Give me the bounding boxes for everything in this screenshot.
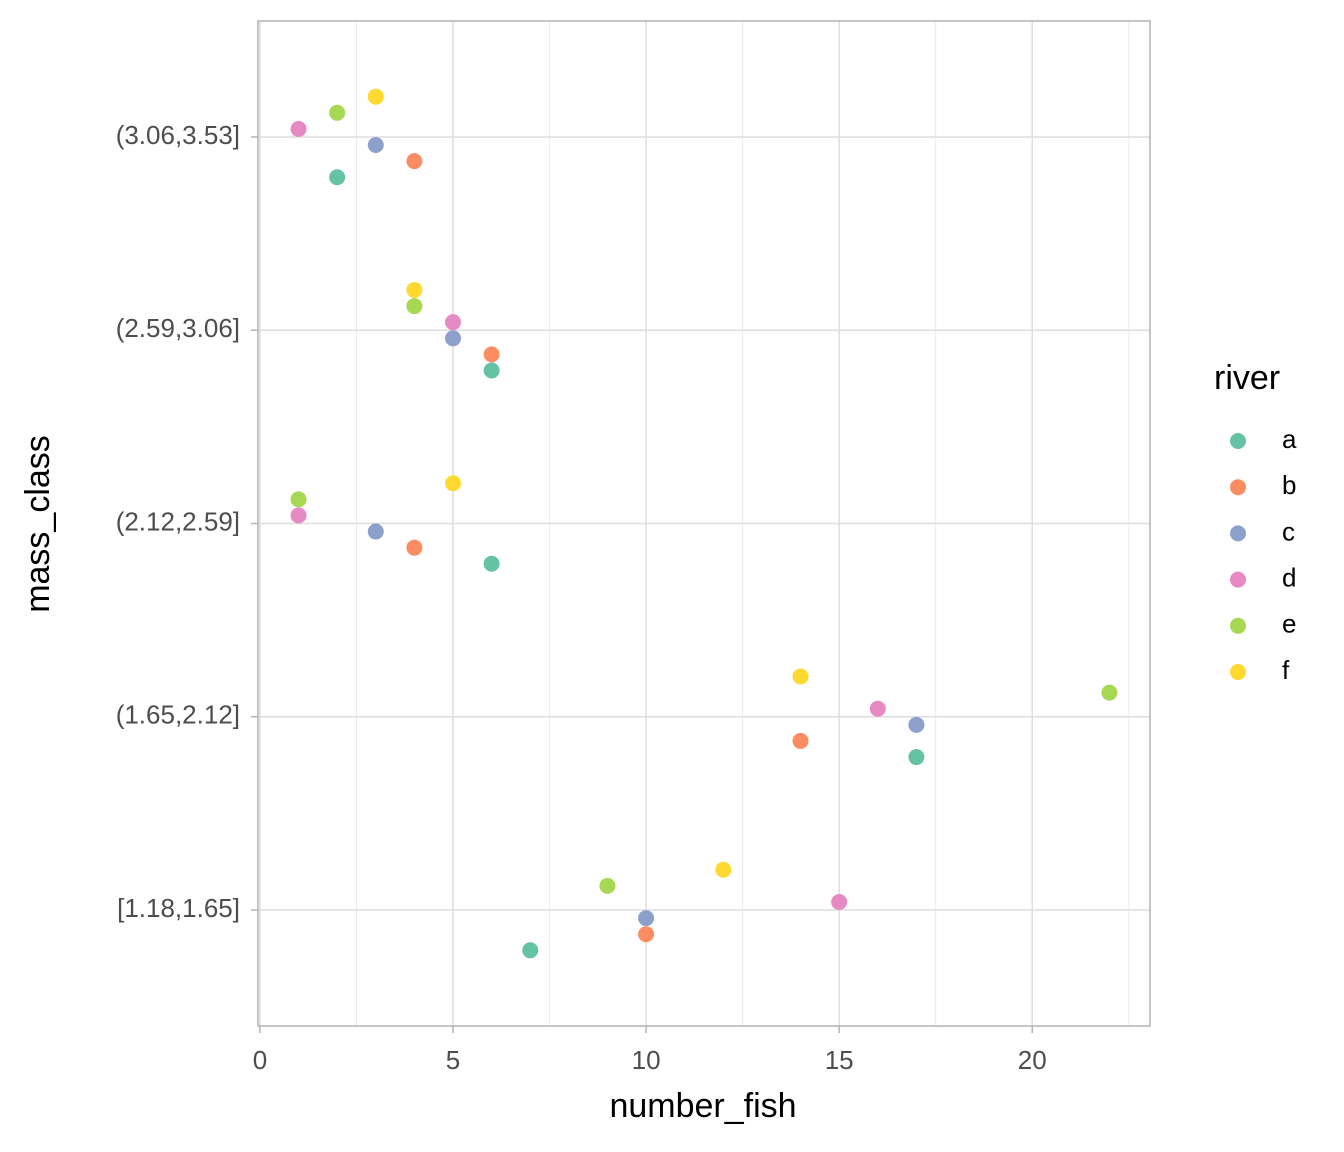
point — [290, 120, 307, 137]
point — [869, 700, 886, 717]
point — [1101, 684, 1118, 701]
point — [483, 346, 500, 363]
legend-label: e — [1282, 609, 1296, 639]
point — [792, 732, 809, 749]
legend-label: c — [1282, 516, 1295, 546]
y-tick-label: (2.59,3.06] — [116, 313, 240, 343]
y-tick-label: [1.18,1.65] — [117, 893, 240, 923]
point — [792, 668, 809, 685]
point — [445, 330, 462, 347]
legend-marker — [1230, 525, 1246, 542]
legend-marker — [1230, 664, 1246, 680]
point — [329, 104, 346, 121]
point — [329, 169, 346, 186]
point — [406, 153, 423, 170]
point — [445, 475, 462, 492]
point — [522, 942, 539, 959]
point — [290, 491, 307, 508]
panel-border — [257, 20, 1151, 1027]
point — [290, 507, 307, 524]
legend-label: f — [1282, 655, 1290, 685]
legend-label: a — [1282, 424, 1297, 454]
x-tick-label: 15 — [825, 1045, 854, 1075]
legend-marker — [1230, 433, 1246, 449]
legend-label: d — [1282, 562, 1296, 592]
point — [638, 926, 655, 943]
point — [406, 539, 423, 556]
point — [367, 88, 384, 105]
y-axis-title: mass_class — [19, 435, 57, 613]
legend-label: b — [1282, 470, 1296, 500]
legend-title: river — [1214, 359, 1280, 397]
point — [831, 893, 848, 910]
x-tick-label: 10 — [632, 1045, 661, 1075]
point — [406, 281, 423, 298]
point — [908, 716, 925, 733]
point — [908, 749, 925, 766]
point — [445, 314, 462, 331]
point — [367, 523, 384, 540]
point — [483, 362, 500, 379]
point — [715, 861, 732, 878]
y-tick-label: (3.06,3.53] — [116, 120, 240, 150]
x-axis-title: number_fish — [609, 1087, 796, 1125]
legend-marker — [1230, 479, 1246, 496]
x-tick-label: 0 — [253, 1045, 267, 1075]
point — [599, 877, 616, 894]
legend-marker — [1230, 571, 1246, 588]
point — [406, 298, 423, 315]
legend-marker — [1230, 617, 1246, 634]
y-tick-label: (1.65,2.12] — [116, 700, 240, 730]
y-tick-label: (2.12,2.59] — [116, 506, 240, 536]
point — [638, 910, 655, 927]
x-tick-label: 5 — [446, 1045, 460, 1075]
point — [367, 137, 384, 154]
x-tick-label: 20 — [1018, 1045, 1047, 1075]
point — [483, 555, 500, 572]
